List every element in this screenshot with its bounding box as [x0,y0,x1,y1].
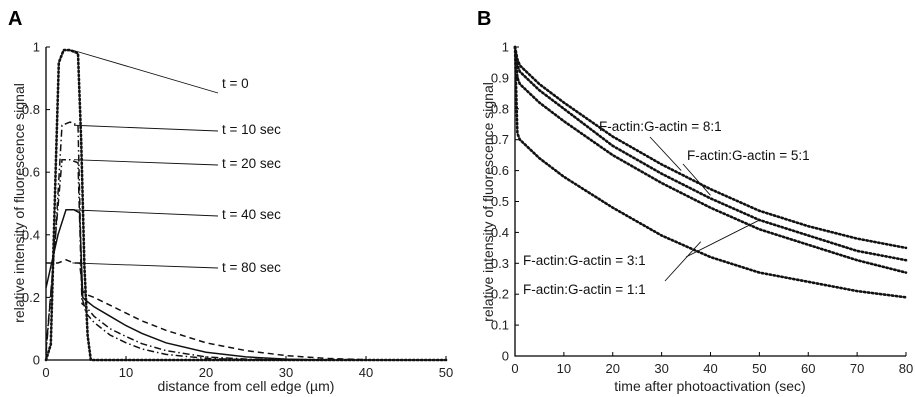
panel-b-x-tick-label: 50 [752,361,766,376]
panel-b-series-line-3 [513,45,908,274]
panel-b-y-tick-label: 0.9 [491,70,509,85]
panel-a-annotation-label: t = 10 sec [222,122,281,137]
panel-b-y-tick-label: 1 [502,40,509,55]
panel-a-x-axis-label: distance from cell edge (µm) [158,378,335,394]
panel-b-x-tick-label: 60 [801,361,815,376]
panel-b-y-tick-label: 0.3 [491,256,509,271]
panel-a-y-tick-label: 0.8 [22,102,40,117]
panel-a-annotation-label: t = 20 sec [222,156,281,171]
panel-a-x-tick-label: 10 [119,365,133,380]
panel-a-label: A [8,8,22,30]
panel-a-series-line-3 [45,158,287,361]
panel-b-y-tick-label: 0.4 [491,225,509,240]
panel-b-x-tick-label: 10 [557,361,571,376]
panel-b-y-tick-label: 0 [502,349,509,364]
panel-b-axes [514,47,906,357]
panel-a-annotation-leader [73,159,219,166]
panel-b-annotation-label: F-actin:G-actin = 8:1 [599,119,722,134]
panel-a-y-tick-label: 0.2 [22,290,40,305]
panel-a-annotation-label: t = 0 [222,76,249,91]
panel-a-y-axis-label: relative intensity of fluorescence signa… [11,83,27,323]
panel-b-annotation-label: F-actin:G-actin = 1:1 [523,282,646,297]
panel-a-series-line-1 [44,48,448,362]
panel-b-x-tick-label: 40 [703,361,717,376]
panel-b-x-tick-label: 80 [899,361,913,376]
panel-b-y-tick-label: 0.8 [491,101,509,116]
panel-b-x-axis-label: time after photoactivation (sec) [614,378,805,394]
panel-a-x-tick-label: 0 [42,365,49,380]
panel-a-x-tick-label: 30 [279,365,293,380]
panel-b-series-line-1 [513,45,908,250]
panel-b-label: B [477,8,491,30]
panel-b-y-axis-label: relative intensity of fluorescence signa… [480,82,496,322]
panel-a-y-tick-label: 0.4 [22,227,40,242]
panel-b-annotation-label: F-actin:G-actin = 3:1 [523,253,646,268]
panel-a-y-tick-label: 0.6 [22,165,40,180]
panel-a-x-tick-label: 20 [199,365,213,380]
panel-b-annotation-leader [682,163,711,196]
panel-a-x-tick-label: 50 [439,365,453,380]
panel-a-annotation-leader [69,209,219,217]
panel-b-x-tick-label: 70 [850,361,864,376]
panel-a-annotation-label: t = 40 sec [222,207,281,222]
panel-b-annotation-leader [685,219,760,258]
panel-b-annotation-leader [649,136,682,171]
panel-a-annotation-label: t = 80 sec [222,260,281,275]
panel-a-series-line-5 [46,258,367,361]
panel-b-x-tick-label: 20 [606,361,620,376]
panel-b-y-tick-label: 0.7 [491,132,509,147]
panel-a-annotation-leader [72,49,219,94]
panel-b-annotation-leader [664,241,702,282]
panel-b-y-tick-label: 0.1 [491,318,509,333]
panel-b-series-line-2 [513,45,908,262]
panel-b-annotation-label: F-actin:G-actin = 5:1 [687,148,810,163]
panel-a-y-tick-label: 0 [33,353,40,368]
panel-b-y-tick-label: 0.5 [491,194,509,209]
panel-b-series-line-4 [513,45,908,299]
panel-a-annotation-leader [72,262,219,269]
panel-b-y-tick-label: 0.2 [491,287,509,302]
panel-b-chart: B time after photoactivation (sec) relat… [477,8,913,394]
panel-b-x-tick-label: 30 [654,361,668,376]
panel-b-y-tick-label: 0.6 [491,163,509,178]
panel-a-x-tick-label: 40 [359,365,373,380]
panel-b-x-tick-label: 0 [511,361,518,376]
panel-a-chart: A distance from cell edge (µm) relative … [8,8,453,394]
panel-a-series-line-2 [45,121,287,361]
panel-a-y-tick-label: 1 [33,40,40,55]
panel-a-annotation-leader [73,124,219,132]
